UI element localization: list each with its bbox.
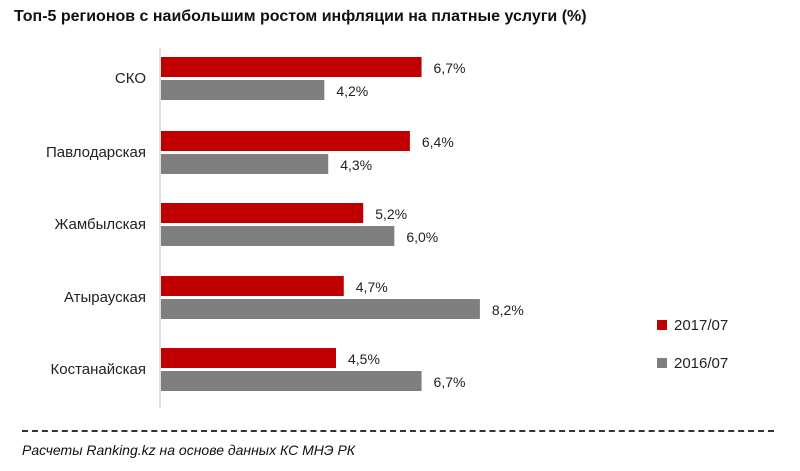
bar-2017-07 (161, 276, 344, 296)
category-label: Атырауская (64, 289, 146, 306)
category-label: СКО (115, 70, 146, 87)
bar-2016-07 (161, 299, 480, 319)
data-label: 4,5% (348, 351, 380, 367)
data-label: 5,2% (375, 206, 407, 222)
bar-chart: СКО 6,7% 4,2% Павлодарская 6,4% 4,3% Жамбылска… (46, 48, 728, 408)
data-label: 6,7% (434, 374, 466, 390)
legend-label: 2017/07 (674, 317, 728, 334)
data-label: 6,0% (406, 229, 438, 245)
bar-2016-07 (161, 371, 422, 391)
category-label: Павлодарская (46, 144, 146, 161)
data-label: 6,4% (422, 134, 454, 150)
bar-2017-07 (161, 348, 336, 368)
category-label: Костанайская (51, 361, 147, 378)
source-note: Расчеты Ranking.kz на основе данных КС М… (22, 442, 356, 458)
data-label: 4,3% (340, 157, 372, 173)
data-label: 4,2% (336, 83, 368, 99)
bar-2016-07 (161, 80, 325, 100)
legend-label: 2016/07 (674, 355, 728, 372)
data-label: 8,2% (492, 302, 524, 318)
category-label: Жамбылская (55, 216, 147, 233)
chart-title: Топ-5 регионов с наибольшим ростом инфля… (14, 8, 587, 25)
bar-2017-07 (161, 131, 410, 151)
legend-swatch (657, 320, 667, 330)
bar-2016-07 (161, 154, 329, 174)
bar-2017-07 (161, 57, 422, 77)
footer-divider (22, 430, 774, 432)
bar-2017-07 (161, 203, 364, 223)
bar-2016-07 (161, 226, 395, 246)
data-label: 6,7% (434, 60, 466, 76)
legend-swatch (657, 358, 667, 368)
data-label: 4,7% (356, 279, 388, 295)
